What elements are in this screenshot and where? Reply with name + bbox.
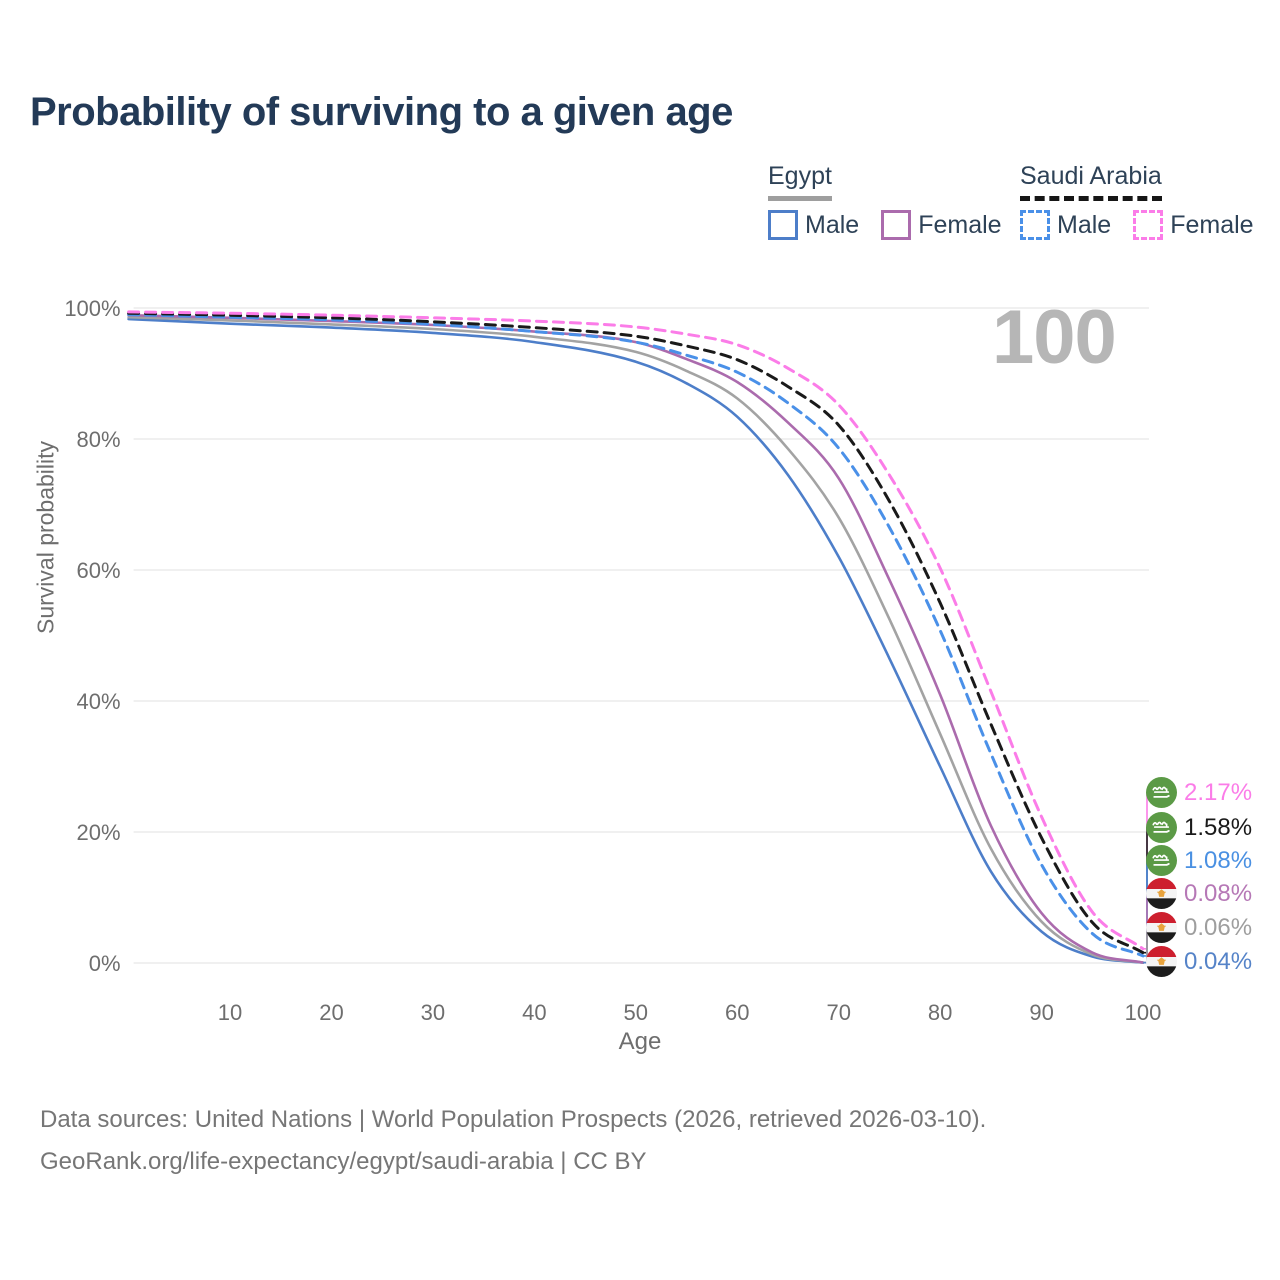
egypt-flag-icon (1146, 912, 1177, 943)
saudi-arabia-flag-icon (1146, 845, 1177, 876)
end-label-value: 0.06% (1184, 913, 1253, 941)
end-label-egypt: 0.06% (1146, 912, 1252, 943)
end-label-saudi-arabia-male: 1.08% (1146, 845, 1252, 876)
end-label-value: 2.17% (1184, 778, 1253, 806)
x-tick-label: 30 (421, 1000, 445, 1025)
legend-items-egypt: Male Female (768, 210, 1024, 240)
egypt-flag-icon (1146, 878, 1177, 909)
y-tick-label: 80% (77, 427, 121, 452)
page-title: Probability of surviving to a given age (30, 90, 733, 134)
egypt-female-swatch-icon (881, 210, 912, 240)
end-label-value: 0.08% (1184, 879, 1253, 907)
x-tick-label: 100 (1125, 1000, 1162, 1025)
saudi-female-swatch-icon (1133, 210, 1164, 240)
y-axis-title: Survival probability (32, 440, 59, 634)
x-axis-title: Age (618, 1028, 662, 1055)
legend-header-saudi-arabia[interactable]: Saudi Arabia (1020, 162, 1162, 201)
legend-items-saudi-arabia: Male Female (1020, 210, 1276, 240)
curve-saudi-arabia-male (127, 313, 1145, 958)
curve-egypt-male (127, 317, 1145, 964)
x-tick-label: 90 (1029, 1000, 1053, 1025)
legend-header-egypt[interactable]: Egypt (768, 162, 832, 201)
end-label-saudi-arabia: 1.58% (1146, 812, 1252, 843)
footer-data-sources: Data sources: United Nations | World Pop… (40, 1106, 987, 1133)
legend-item-egypt-male[interactable]: Male (768, 210, 859, 240)
end-label-egypt-female: 0.08% (1146, 878, 1252, 909)
x-tick-label: 70 (826, 1000, 850, 1025)
legend-item-label: Female (1170, 210, 1254, 239)
watermark-age-100: 100 (992, 295, 1117, 380)
legend-item-label: Male (805, 210, 860, 239)
end-label-value: 1.08% (1184, 846, 1253, 874)
saudi-male-swatch-icon (1020, 210, 1050, 240)
footer-attribution: GeoRank.org/life-expectancy/egypt/saudi-… (40, 1148, 647, 1175)
end-label-saudi-arabia-female: 2.17% (1146, 777, 1252, 808)
legend-item-saudi-female[interactable]: Female (1133, 210, 1254, 240)
legend-group-saudi-arabia: Saudi Arabia Male Female (1020, 162, 1276, 240)
x-tick-label: 60 (725, 1000, 749, 1025)
end-label-egypt-male: 0.04% (1146, 946, 1252, 977)
x-tick-label: 40 (522, 1000, 546, 1025)
end-label-value: 0.04% (1184, 947, 1253, 975)
y-tick-label: 20% (77, 820, 121, 845)
x-tick-label: 50 (624, 1000, 648, 1025)
x-tick-label: 20 (319, 1000, 343, 1025)
egypt-male-swatch-icon (768, 210, 798, 240)
y-tick-label: 0% (89, 951, 121, 976)
x-tick-label: 80 (928, 1000, 952, 1025)
x-tick-label: 10 (218, 1000, 242, 1025)
y-tick-label: 100% (64, 296, 120, 321)
legend-item-label: Male (1057, 210, 1112, 239)
y-tick-label: 60% (77, 558, 121, 583)
legend-item-saudi-male[interactable]: Male (1020, 210, 1111, 240)
legend-item-label: Female (918, 210, 1002, 239)
curve-egypt (127, 315, 1145, 964)
saudi-arabia-flag-icon (1146, 812, 1177, 843)
legend-group-egypt: Egypt Male Female (768, 162, 1024, 240)
curve-egypt-female (127, 313, 1145, 964)
end-label-value: 1.58% (1184, 813, 1253, 841)
curve-saudi-arabia-female (127, 310, 1145, 951)
y-tick-label: 40% (77, 689, 121, 714)
legend-item-egypt-female[interactable]: Female (881, 210, 1002, 240)
egypt-flag-icon (1146, 946, 1177, 977)
curve-saudi-arabia (127, 311, 1145, 955)
saudi-arabia-flag-icon (1146, 777, 1177, 808)
